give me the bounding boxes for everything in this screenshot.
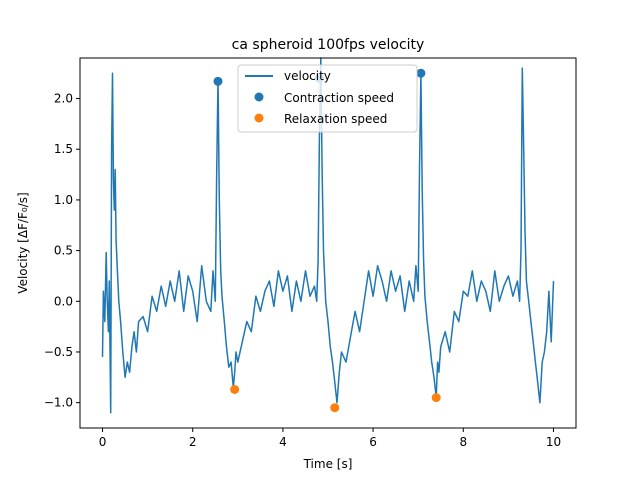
x-tick-label: 8 [459, 435, 467, 449]
chart-title: ca spheroid 100fps velocity [232, 37, 425, 53]
x-tick-label: 4 [279, 435, 287, 449]
x-tick-label: 10 [546, 435, 561, 449]
x-axis-label: Time [s] [303, 457, 353, 471]
legend-contraction-label: Contraction speed [284, 91, 394, 105]
y-tick-label: −1.0 [44, 396, 73, 410]
x-tick-label: 0 [99, 435, 107, 449]
legend-relaxation-label: Relaxation speed [284, 112, 387, 126]
x-axis: 0 2 4 6 8 10 [99, 428, 561, 449]
y-axis: −1.0 −0.5 0.0 0.5 1.0 1.5 2.0 [44, 92, 80, 410]
y-tick-label: 1.5 [54, 142, 73, 156]
legend-relaxation-marker [254, 113, 264, 123]
x-tick-label: 2 [189, 435, 197, 449]
y-tick-label: 1.0 [54, 193, 73, 207]
y-tick-label: −0.5 [44, 345, 73, 359]
legend-contraction-marker [254, 92, 264, 102]
legend: velocity Contraction speed Relaxation sp… [237, 64, 418, 133]
x-tick-label: 6 [369, 435, 377, 449]
contraction-point [213, 76, 223, 86]
relaxation-point [230, 384, 240, 394]
relaxation-point [431, 393, 441, 403]
y-tick-label: 0.0 [54, 294, 73, 308]
axes-frame [79, 57, 577, 429]
y-tick-label: 0.5 [54, 244, 73, 258]
y-tick-label: 2.0 [54, 92, 73, 106]
y-axis-label: Velocity [ΔF/F₀/s] [16, 192, 30, 293]
contraction-point [416, 68, 426, 78]
legend-velocity-label: velocity [284, 69, 331, 83]
legend-box [237, 64, 418, 133]
relaxation-point [330, 403, 340, 413]
